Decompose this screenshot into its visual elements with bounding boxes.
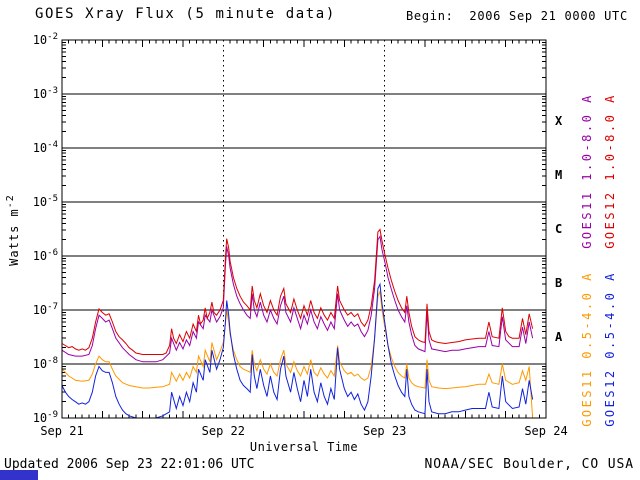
x-axis-label: Universal Time [249,440,359,454]
legend-goes11-short: GOES11 0.5-4.0 A [580,271,594,427]
x-tick-label: Sep 22 [201,424,246,438]
updated-timestamp: Updated 2006 Sep 23 22:01:06 UTC [4,457,255,472]
legend-goes11-long: GOES11 1.0-8.0 A [580,93,594,249]
y-tick-label: 10-6 [32,248,58,264]
x-tick-label: Sep 24 [524,424,568,438]
y-tick-label: 10-9 [32,410,58,426]
y-tick-label: 10-7 [32,302,58,318]
y-tick-label: 10-2 [32,32,58,48]
flare-class-label: A [555,330,563,344]
chart-title: GOES Xray Flux (5 minute data) [35,6,336,22]
series-goes11-long [61,235,534,363]
series-goes11-short [61,289,534,419]
credit-text: NOAA/SEC Boulder, CO USA [424,457,634,472]
legend-goes12-long: GOES12 1.0-8.0 A [603,93,617,249]
y-tick-label: 10-5 [32,194,58,210]
x-tick-label: Sep 23 [362,424,407,438]
flare-class-label: B [555,276,563,290]
flare-class-label: C [555,222,563,236]
y-tick-label: 10-8 [32,356,58,372]
x-tick-label: Sep 21 [40,424,84,438]
flare-class-label: M [555,168,563,182]
y-axis-label: Watts m-2 [5,194,21,266]
plot-border [61,39,547,419]
y-tick-label: 10-3 [32,86,58,102]
series-goes12-long [61,228,534,355]
begin-timestamp: Begin: 2006 Sep 21 0000 UTC [406,9,628,23]
flare-class-label: X [555,114,563,128]
y-tick-label: 10-4 [32,140,58,156]
legend-goes12-short: GOES12 0.5-4.0 A [603,271,617,427]
bottom-left-blue-bar [0,470,38,480]
